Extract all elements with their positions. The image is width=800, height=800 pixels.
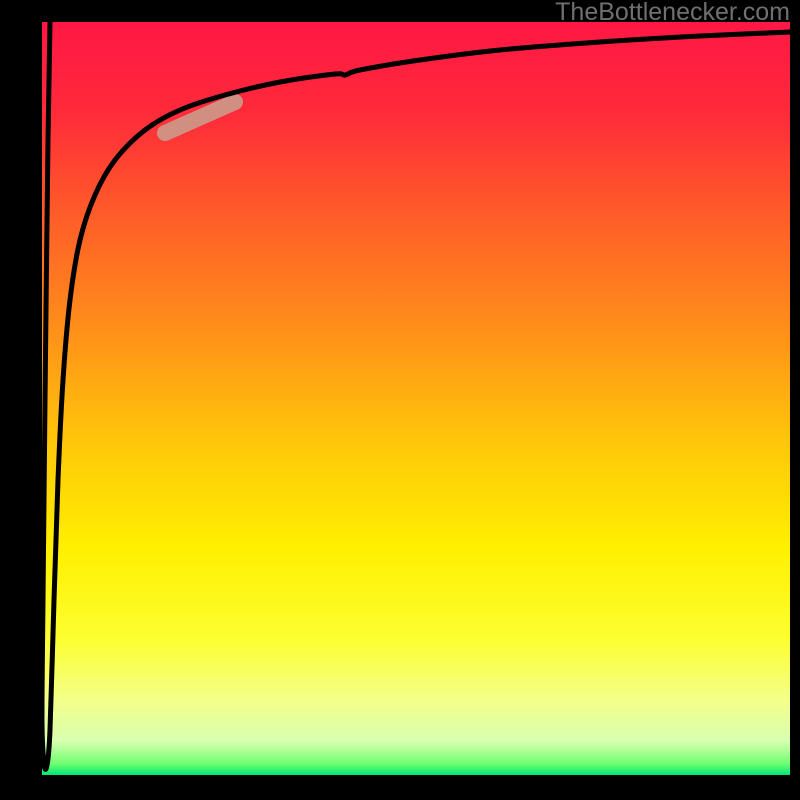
plot-background [42,22,790,775]
chart-svg [0,0,800,800]
watermark-text: TheBottlenecker.com [555,0,790,27]
bottleneck-chart: TheBottlenecker.com [0,0,800,800]
